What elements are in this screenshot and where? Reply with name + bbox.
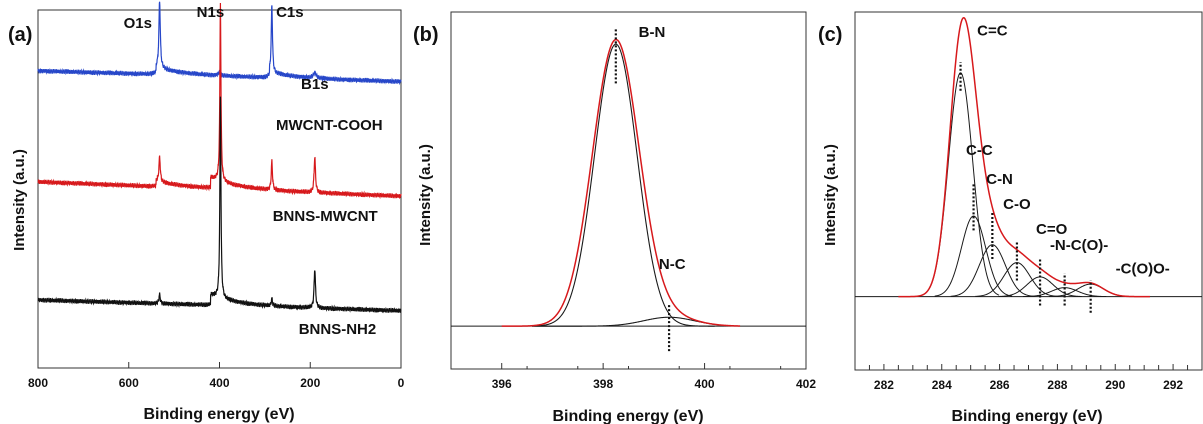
series-line — [501, 38, 741, 327]
x-ticks-b: 396 398 400 402 — [492, 363, 816, 391]
annotation-label: O1s — [124, 15, 152, 32]
annotation-label: B1s — [301, 76, 329, 93]
x-tick-label: 284 — [932, 378, 952, 392]
x-tick-label: 200 — [300, 376, 320, 390]
y-axis-label-a: Intensity (a.u.) — [11, 149, 28, 251]
x-tick-label: 400 — [695, 377, 715, 391]
x-tick-label: 396 — [492, 377, 512, 391]
x-tick-label: 286 — [990, 378, 1010, 392]
y-axis-label-c: Intensity (a.u.) — [822, 144, 839, 246]
panel-b: (b) 396 398 400 402 B-N N-C Binding energy (… — [413, 11, 816, 424]
x-tick-label: 288 — [1047, 378, 1067, 392]
panel-c: (c) 282 284 286 288 290 292 C=C C-C C-N C-O C=O-N… — [818, 11, 1203, 424]
series-line — [532, 316, 715, 327]
series-line — [532, 43, 715, 327]
curves-b — [451, 28, 806, 352]
annotation-label: C=O — [1036, 221, 1068, 238]
annotation-label: C-N — [986, 171, 1013, 188]
panel-label-c: (c) — [818, 24, 842, 46]
panel-label-a: (a) — [8, 24, 32, 46]
y-axis-label-b: Intensity (a.u.) — [417, 144, 434, 246]
component-peak — [934, 215, 1013, 297]
annotation-label: BNNS-NH2 — [299, 321, 377, 338]
plot-frame-b — [450, 11, 807, 370]
annotations-b: B-N N-C — [639, 24, 686, 273]
annotation-label: C=C — [977, 22, 1008, 39]
panel-label-b: (b) — [413, 24, 439, 46]
x-ticks-c: 282 284 286 288 290 292 — [868, 364, 1189, 392]
annotation-label: C-O — [1003, 196, 1031, 213]
x-tick-label: 282 — [874, 378, 894, 392]
x-tick-label: 402 — [796, 377, 816, 391]
annotation-label: N-C — [659, 256, 686, 273]
annotation-label: C-C — [966, 142, 993, 159]
annotations-a: O1s N1s C1s B1s MWCNT-COOH BNNS-MWCNT BNNS-NH2 — [124, 4, 383, 338]
x-ticks-a: 800 600 400 200 0 — [28, 362, 405, 390]
component-peak — [1049, 283, 1133, 298]
annotation-label: -C(O)O- — [1116, 260, 1170, 277]
x-tick-label: 600 — [119, 376, 139, 390]
x-tick-label: 0 — [398, 376, 405, 390]
component-peak — [950, 244, 1035, 297]
series-line — [37, 96, 402, 314]
annotation-label: B-N — [639, 24, 666, 41]
annotation-label: N1s — [197, 4, 225, 21]
x-axis-label-c: Binding energy (eV) — [951, 408, 1102, 424]
plot-frame-c — [854, 11, 1203, 371]
x-tick-label: 800 — [28, 376, 48, 390]
panel-a: (a) 800 600 400 200 0 O1s N1s C1s B1s MWCNT-COOH… — [8, 1, 405, 423]
x-axis-label-a: Binding energy (eV) — [143, 406, 294, 423]
annotation-label: C1s — [276, 4, 304, 21]
x-tick-label: 290 — [1105, 378, 1125, 392]
annotation-label: BNNS-MWCNT — [273, 208, 378, 225]
curves-c — [855, 16, 1202, 313]
x-tick-label: 400 — [209, 376, 229, 390]
x-tick-label: 292 — [1163, 378, 1183, 392]
x-tick-label: 398 — [593, 377, 613, 391]
annotation-label: MWCNT-COOH — [276, 117, 383, 134]
series-line — [37, 2, 402, 200]
x-axis-label-b: Binding energy (eV) — [552, 408, 703, 424]
annotations-c: C=C C-C C-N C-O C=O-N-C(O)- -C(O)O- — [966, 22, 1170, 277]
annotation-label: -N-C(O)- — [1050, 237, 1108, 254]
envelope-line — [898, 16, 1150, 298]
curves-a — [37, 1, 402, 314]
